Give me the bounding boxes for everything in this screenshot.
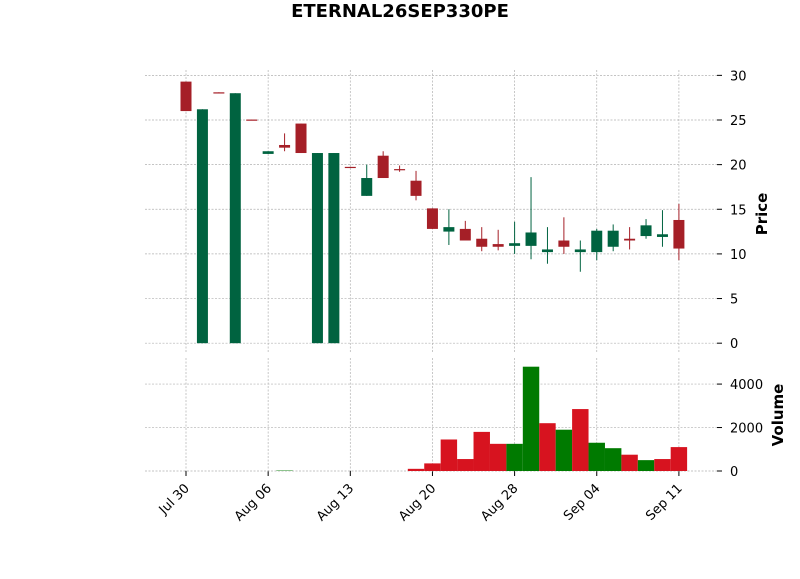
- candle-body: [460, 229, 471, 241]
- y-tick-label: 25: [730, 114, 747, 129]
- y2-tick-label: 0: [730, 465, 738, 480]
- candle-body: [279, 145, 290, 148]
- candle-body: [213, 92, 224, 93]
- y2-tick-label: 2000: [730, 422, 763, 437]
- candle-body: [312, 153, 323, 343]
- chart-title: ETERNAL26SEP330PE: [291, 1, 509, 22]
- candle-body: [657, 234, 668, 237]
- volume-bar: [523, 367, 539, 471]
- x-tick-label: Sep 04: [561, 481, 604, 524]
- volume-bar: [539, 423, 555, 471]
- x-tick-label: Aug 13: [314, 481, 357, 524]
- y-tick-label: 5: [730, 293, 738, 308]
- volume-bar: [621, 455, 637, 471]
- candle-body: [263, 151, 274, 154]
- candle-body: [509, 243, 520, 246]
- candle-body: [542, 249, 553, 252]
- volume-bar: [457, 459, 473, 471]
- volume-bar: [441, 439, 457, 471]
- y-axis-label: Price: [753, 193, 771, 236]
- volume-bar: [671, 447, 687, 471]
- candle-body: [411, 181, 422, 196]
- y2-axis-label: Volume: [769, 384, 787, 447]
- candle-body: [246, 120, 257, 121]
- volume-bar: [556, 430, 572, 471]
- x-tick-label: Jul 30: [156, 481, 193, 518]
- candle-body: [181, 82, 192, 111]
- volume-bar: [408, 469, 424, 471]
- volume-bar: [638, 460, 654, 471]
- candle-body: [378, 156, 389, 178]
- candle-body: [394, 169, 405, 170]
- candle-body: [641, 225, 652, 236]
- y2-tick-label: 4000: [730, 378, 763, 393]
- x-tick-label: Aug 20: [396, 481, 439, 524]
- candle-body: [328, 153, 339, 343]
- volume-bar: [654, 459, 670, 471]
- candle-body: [345, 167, 356, 168]
- volume-bar: [589, 443, 605, 471]
- candle-body: [197, 109, 208, 343]
- volume-bar: [474, 432, 490, 471]
- candle-body: [296, 124, 307, 153]
- candle-body: [361, 178, 372, 196]
- candle-body: [493, 244, 504, 247]
- y-tick-label: 20: [730, 159, 747, 174]
- candle-body: [443, 227, 454, 231]
- x-tick-label: Aug 06: [232, 481, 275, 524]
- candle-body: [591, 231, 602, 252]
- candle-body: [526, 232, 537, 245]
- volume-bar: [424, 463, 440, 471]
- volume-bar: [605, 448, 621, 471]
- candle-body: [608, 231, 619, 247]
- y-tick-label: 15: [730, 203, 747, 218]
- volume-bar: [572, 409, 588, 471]
- y-tick-label: 10: [730, 248, 747, 263]
- x-tick-label: Sep 11: [643, 481, 686, 524]
- candle-body: [427, 208, 438, 229]
- y-tick-label: 0: [730, 337, 738, 352]
- y-tick-label: 30: [730, 69, 747, 84]
- candle-body: [575, 249, 586, 252]
- candle-body: [673, 220, 684, 249]
- volume-bar: [490, 444, 506, 471]
- x-tick-label: Aug 28: [478, 481, 521, 524]
- candle-body: [230, 93, 241, 343]
- candle-body: [558, 241, 569, 247]
- candle-body: [624, 239, 635, 241]
- candle-body: [476, 239, 487, 247]
- volume-bar: [506, 444, 522, 471]
